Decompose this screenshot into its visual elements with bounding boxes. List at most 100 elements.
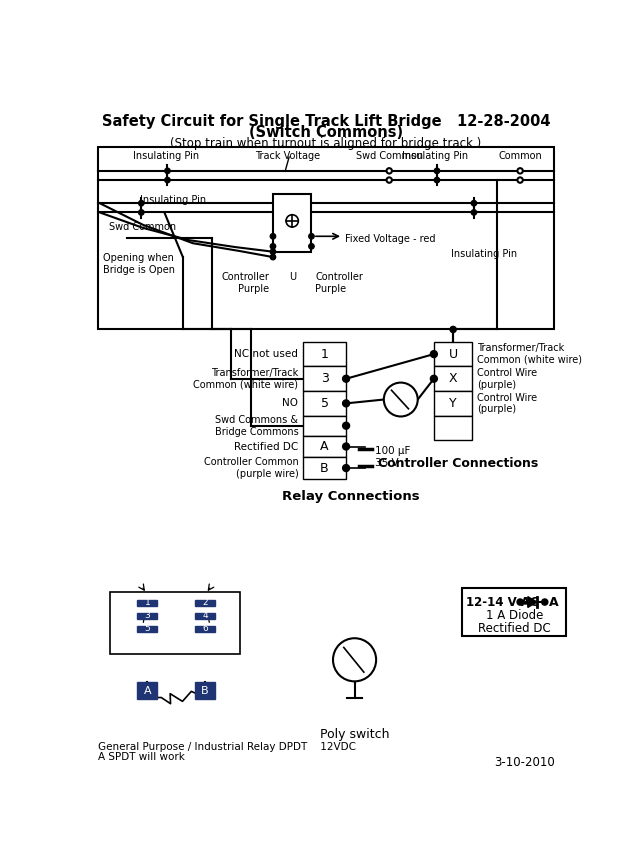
Bar: [195, 600, 215, 606]
Circle shape: [517, 178, 523, 183]
Bar: [110, 592, 240, 654]
Circle shape: [270, 249, 276, 254]
Text: B: B: [201, 685, 209, 696]
Bar: [303, 391, 346, 416]
Text: 4: 4: [203, 612, 208, 620]
Text: Opening when
Bridge is Open: Opening when Bridge is Open: [103, 253, 175, 275]
Circle shape: [434, 178, 440, 183]
Text: Track Voltage: Track Voltage: [255, 151, 320, 161]
Bar: [303, 367, 346, 391]
Bar: [303, 342, 346, 367]
Text: General Purpose / Industrial Relay DPDT    12VDC: General Purpose / Industrial Relay DPDT …: [98, 742, 356, 752]
Text: Transformer/Track
Common (white wire): Transformer/Track Common (white wire): [477, 344, 582, 365]
Text: Controller
Purple: Controller Purple: [315, 272, 363, 294]
Bar: [273, 194, 311, 252]
Bar: [303, 436, 346, 457]
Bar: [195, 626, 215, 632]
Text: A: A: [320, 440, 329, 453]
Text: 3: 3: [320, 372, 329, 385]
Bar: [195, 682, 215, 699]
Bar: [303, 457, 346, 478]
Text: Safety Circuit for Single Track Lift Bridge   12-28-2004: Safety Circuit for Single Track Lift Bri…: [102, 114, 550, 129]
Circle shape: [431, 350, 438, 357]
Text: Swd Common: Swd Common: [355, 151, 423, 161]
Text: A: A: [549, 595, 559, 608]
Text: 3-10-2010: 3-10-2010: [494, 756, 555, 769]
Text: 5: 5: [145, 624, 150, 633]
Bar: [434, 391, 473, 416]
Text: 1: 1: [320, 348, 329, 361]
Circle shape: [384, 382, 418, 417]
Bar: [98, 147, 554, 330]
Circle shape: [541, 599, 548, 605]
Circle shape: [139, 200, 144, 206]
Text: Control Wire
(purple): Control Wire (purple): [477, 393, 537, 414]
Circle shape: [165, 168, 170, 174]
Circle shape: [450, 326, 456, 332]
Bar: [195, 612, 215, 619]
Text: 1: 1: [145, 599, 150, 607]
Text: 100 μF
35 V: 100 μF 35 V: [375, 447, 410, 468]
Text: Rectified DC: Rectified DC: [234, 442, 298, 452]
Text: A SPDT will work: A SPDT will work: [98, 752, 185, 762]
Circle shape: [270, 244, 276, 249]
Circle shape: [471, 200, 476, 206]
Circle shape: [270, 234, 276, 239]
Circle shape: [286, 215, 298, 227]
Text: 5: 5: [320, 397, 329, 410]
Bar: [434, 367, 473, 391]
Circle shape: [517, 599, 523, 605]
Circle shape: [309, 234, 314, 239]
Circle shape: [343, 423, 350, 430]
Bar: [138, 600, 157, 606]
Circle shape: [517, 168, 523, 174]
Text: Swd Commons &
Bridge Commons: Swd Commons & Bridge Commons: [215, 415, 298, 436]
Text: X: X: [449, 372, 457, 385]
Circle shape: [387, 168, 392, 174]
Text: 3: 3: [145, 612, 150, 620]
Circle shape: [270, 254, 276, 259]
Text: Insulating Pin: Insulating Pin: [140, 196, 206, 205]
Text: Insulating Pin: Insulating Pin: [133, 151, 199, 161]
Bar: [138, 682, 157, 699]
Text: Insulating Pin: Insulating Pin: [403, 151, 468, 161]
Bar: [434, 342, 473, 367]
Text: NC not used: NC not used: [234, 349, 298, 359]
Text: 6: 6: [203, 624, 208, 633]
Text: Controller
Purple: Controller Purple: [221, 272, 269, 294]
Circle shape: [471, 210, 476, 215]
Text: Common: Common: [498, 151, 542, 161]
Text: B: B: [320, 461, 329, 474]
Circle shape: [343, 443, 350, 450]
Circle shape: [431, 375, 438, 382]
Circle shape: [343, 400, 350, 407]
Text: Controller Connections: Controller Connections: [378, 457, 539, 470]
Bar: [462, 588, 566, 636]
Circle shape: [309, 244, 314, 249]
Text: Insulating Pin: Insulating Pin: [451, 249, 517, 259]
Text: Transformer/Track
Common (white wire): Transformer/Track Common (white wire): [194, 368, 298, 389]
Text: Control Wire
(purple): Control Wire (purple): [477, 368, 537, 389]
Text: 1 A Diode: 1 A Diode: [485, 609, 543, 623]
Text: 12-14 V AC: 12-14 V AC: [466, 595, 539, 608]
Circle shape: [139, 210, 144, 215]
Bar: [138, 626, 157, 632]
Circle shape: [165, 178, 170, 183]
Text: U: U: [289, 272, 296, 283]
Text: Controller Common
(purple wire): Controller Common (purple wire): [204, 457, 298, 478]
Circle shape: [343, 465, 350, 472]
Circle shape: [333, 638, 376, 681]
Text: (Switch Commons): (Switch Commons): [249, 125, 403, 140]
Text: (Stop train when turnout is aligned for bridge track.): (Stop train when turnout is aligned for …: [171, 137, 482, 150]
Bar: [303, 416, 346, 436]
Text: A: A: [143, 685, 151, 696]
Circle shape: [343, 375, 350, 382]
Polygon shape: [528, 597, 537, 607]
Text: 2: 2: [203, 599, 208, 607]
Text: U: U: [448, 348, 458, 361]
Bar: [434, 416, 473, 441]
Text: Fixed Voltage - red: Fixed Voltage - red: [345, 234, 436, 244]
Circle shape: [387, 178, 392, 183]
Text: Rectified DC: Rectified DC: [478, 622, 551, 635]
Text: Y: Y: [449, 397, 457, 410]
